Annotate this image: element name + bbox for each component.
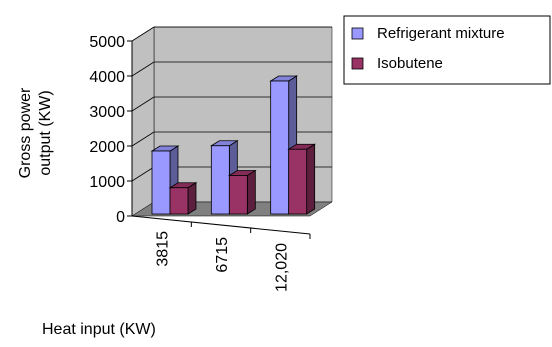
gridline-side <box>131 131 155 147</box>
bar <box>288 148 308 215</box>
x-axis-title: Heat input (KW) <box>42 321 156 338</box>
bar <box>270 80 290 215</box>
y-axis-title-line: output (KW) <box>37 90 54 175</box>
y-axis-title: Gross power output (KW) <box>17 87 54 178</box>
legend-swatch <box>351 27 364 40</box>
side-wall <box>131 26 155 217</box>
x-tick-label: 3815 <box>155 231 172 267</box>
bars <box>150 75 317 215</box>
gridline-side <box>131 166 155 182</box>
y-tick-label: 4000 <box>89 69 125 86</box>
bar <box>169 187 189 215</box>
x-tick-label: 12,020 <box>273 243 290 292</box>
x-axis-line <box>131 215 311 235</box>
y-axis-title-line: Gross power <box>17 87 34 178</box>
bar <box>228 175 248 215</box>
y-tick-label: 5000 <box>89 34 125 51</box>
bar-side <box>306 143 316 215</box>
legend-swatch <box>351 57 364 70</box>
gridline-side <box>131 61 155 77</box>
bar <box>210 145 230 215</box>
legend-label: Refrigerant mixture <box>377 25 505 42</box>
gridline-side <box>131 96 155 112</box>
bar <box>151 150 171 215</box>
legend-box <box>343 15 551 85</box>
legend: Refrigerant mixture Isobutene <box>343 15 551 85</box>
y-tick-label: 0 <box>116 209 125 226</box>
bar-side <box>246 169 256 215</box>
y-tick-label: 1000 <box>89 174 125 191</box>
axes: 0 1000 2000 3000 4000 5000 3815 6715 12,020 <box>89 34 311 292</box>
gridline-side <box>131 26 155 42</box>
y-tick-label: 3000 <box>89 104 125 121</box>
legend-label: Isobutene <box>377 55 443 72</box>
x-tick-label: 6715 <box>214 237 231 273</box>
y-tick-label: 2000 <box>89 139 125 156</box>
